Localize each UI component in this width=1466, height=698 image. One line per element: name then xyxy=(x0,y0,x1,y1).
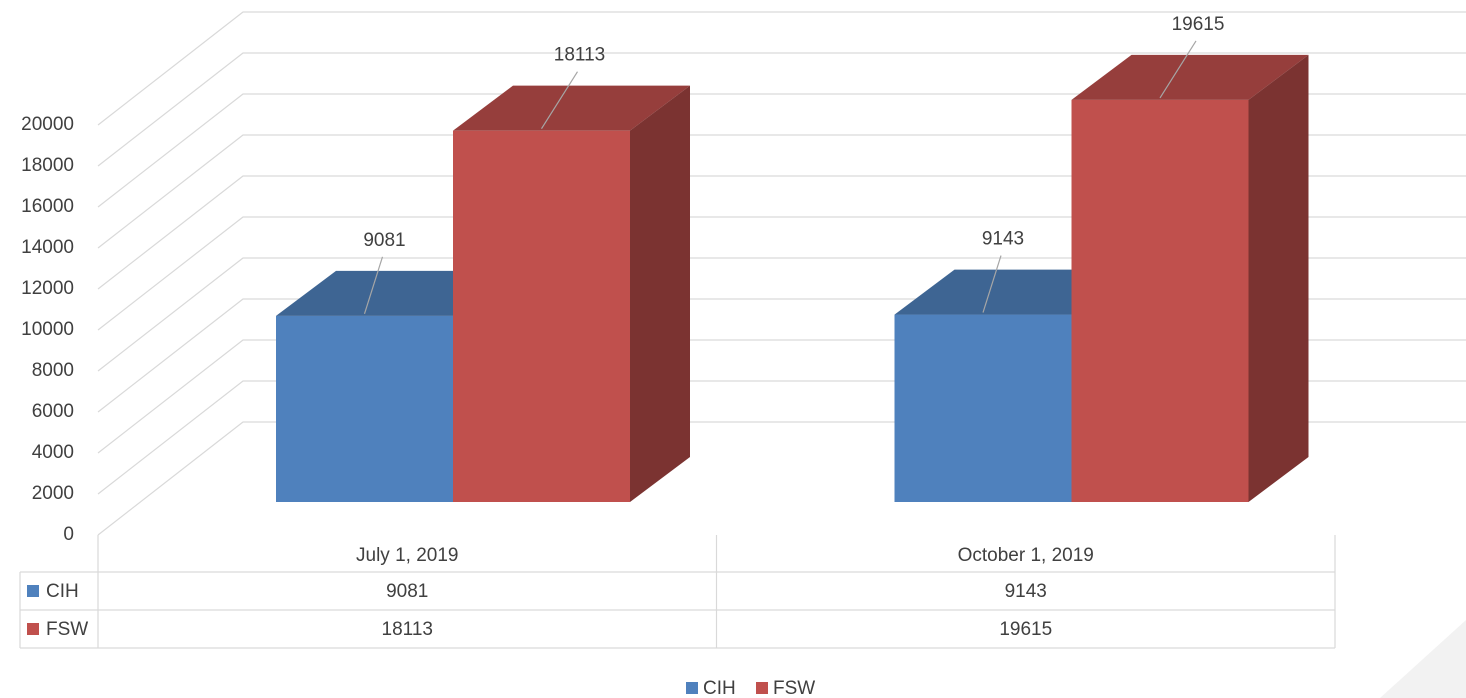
legend-key xyxy=(756,682,768,694)
table-value: 19615 xyxy=(999,619,1052,640)
leader-line xyxy=(1159,40,1197,99)
grid-line xyxy=(97,93,1466,208)
y-tick-label: 20000 xyxy=(21,114,74,135)
grid-line xyxy=(97,134,1466,249)
value-label: 9081 xyxy=(363,230,405,251)
y-tick-label: 8000 xyxy=(32,360,74,381)
bar-front xyxy=(276,315,453,502)
y-tick-label: 4000 xyxy=(32,442,74,463)
bar-top xyxy=(1071,54,1309,100)
y-tick-label: 10000 xyxy=(21,319,74,340)
legend-key xyxy=(686,682,698,694)
bar-side xyxy=(1248,54,1309,502)
grid-line xyxy=(97,216,1466,331)
y-tick-label: 2000 xyxy=(32,483,74,504)
grid-line xyxy=(97,175,1466,290)
bar-front xyxy=(894,314,1072,502)
grid-line xyxy=(97,11,1466,126)
x-tick-label: October 1, 2019 xyxy=(958,545,1094,566)
table-legend-key xyxy=(27,585,39,597)
grid-line xyxy=(97,52,1466,167)
grid-line xyxy=(97,257,1466,372)
bar-side xyxy=(630,85,690,502)
x-tick-label: July 1, 2019 xyxy=(356,545,458,566)
bar-front xyxy=(1071,99,1249,502)
leader-line xyxy=(982,255,1002,313)
leader-line xyxy=(540,71,579,130)
table-legend-key xyxy=(27,623,39,635)
value-label: 9143 xyxy=(982,229,1024,250)
y-tick-label: 18000 xyxy=(21,155,74,176)
leader-line xyxy=(363,256,384,315)
legend-label: FSW xyxy=(773,678,815,698)
table-value: 9143 xyxy=(1005,581,1047,602)
value-label: 18113 xyxy=(554,45,605,66)
y-tick-label: 0 xyxy=(63,524,74,545)
value-label: 19615 xyxy=(1172,14,1225,35)
y-tick-label: 12000 xyxy=(21,278,74,299)
corner-decoration xyxy=(1380,620,1466,698)
table-row-label: CIH xyxy=(46,581,79,602)
bar-top xyxy=(453,85,690,131)
table-value: 18113 xyxy=(382,619,433,640)
y-tick-label: 16000 xyxy=(21,196,74,217)
legend-label: CIH xyxy=(703,678,736,698)
y-tick-label: 6000 xyxy=(32,401,74,422)
y-tick-label: 14000 xyxy=(21,237,74,258)
table-row-label: FSW xyxy=(46,619,88,640)
bar-front xyxy=(453,130,630,502)
table-value: 9081 xyxy=(386,581,428,602)
